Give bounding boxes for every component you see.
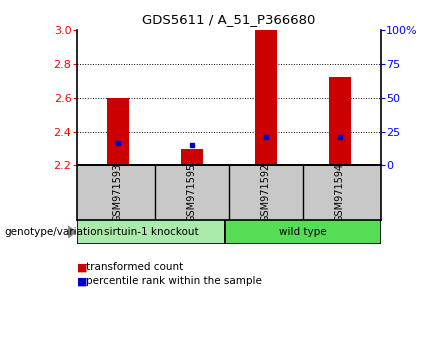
Text: GSM971592: GSM971592 <box>261 163 271 222</box>
Title: GDS5611 / A_51_P366680: GDS5611 / A_51_P366680 <box>142 13 315 26</box>
Text: GSM971595: GSM971595 <box>187 163 197 222</box>
Bar <box>106 98 129 165</box>
Bar <box>181 149 203 165</box>
Text: ■: ■ <box>77 262 88 272</box>
Text: GSM971594: GSM971594 <box>335 163 345 222</box>
Text: genotype/variation: genotype/variation <box>4 227 103 237</box>
Bar <box>255 30 277 165</box>
Text: ■: ■ <box>77 276 88 286</box>
Text: transformed count: transformed count <box>86 262 183 272</box>
Text: wild type: wild type <box>279 227 326 237</box>
Bar <box>329 78 351 165</box>
Text: sirtuin-1 knockout: sirtuin-1 knockout <box>104 227 198 237</box>
Polygon shape <box>68 226 76 238</box>
Text: GSM971593: GSM971593 <box>113 163 123 222</box>
Text: percentile rank within the sample: percentile rank within the sample <box>86 276 262 286</box>
Bar <box>225 219 381 244</box>
Bar <box>77 219 225 244</box>
